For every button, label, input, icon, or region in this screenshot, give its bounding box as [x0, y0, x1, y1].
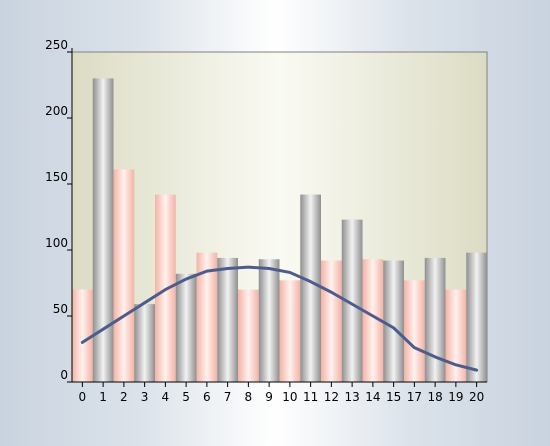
bar-2: [113, 169, 135, 382]
x-tick-label-19: 19: [448, 390, 463, 404]
trend-line: [80, 265, 479, 372]
bar-13: [341, 219, 363, 382]
x-tick-label-11: 11: [303, 390, 318, 404]
x-tick-label-14: 14: [365, 390, 380, 404]
x-tick-label-0: 0: [79, 390, 87, 404]
trend-point-11: [309, 280, 312, 283]
y-tick-label-100: 100: [45, 236, 68, 250]
trend-point-7: [226, 267, 229, 270]
bar-14: [362, 259, 384, 382]
trend-point-0: [81, 341, 84, 344]
trend-point-20: [475, 368, 478, 372]
x-tick-label-9: 9: [265, 390, 273, 404]
bar-11: [300, 194, 321, 382]
trend-point-9: [267, 267, 271, 270]
bar-9: [258, 259, 280, 382]
trend-point-10: [288, 271, 292, 274]
bar-8: [238, 289, 259, 382]
bar-18: [424, 257, 446, 382]
x-tick-label-4: 4: [162, 390, 170, 404]
trend-point-12: [330, 291, 333, 294]
bar-1: [92, 78, 114, 383]
trend-point-18: [433, 355, 437, 359]
bar-6: [196, 252, 218, 382]
bar-15: [383, 260, 404, 382]
trend-point-5: [184, 277, 188, 281]
trend-point-15: [392, 326, 395, 330]
y-tick-label-50: 50: [53, 302, 68, 316]
bar-3: [134, 304, 155, 382]
x-tick-label-5: 5: [182, 390, 190, 404]
trend-point-17: [413, 346, 416, 349]
trend-point-2: [122, 314, 126, 318]
x-tick-label-3: 3: [141, 390, 149, 404]
x-tick-label-1: 1: [99, 390, 107, 404]
bar-5: [175, 273, 197, 382]
y-tick-label-200: 200: [45, 104, 68, 118]
bar-10: [279, 280, 301, 382]
trend-point-4: [164, 288, 167, 291]
trend-point-3: [143, 301, 146, 304]
x-tick-label-17: 17: [407, 390, 422, 404]
bar-17: [404, 280, 425, 382]
bar-20: [466, 252, 487, 382]
bar-12: [321, 260, 342, 382]
line-series: [80, 265, 479, 372]
x-tick-label-20: 20: [469, 390, 484, 404]
trend-point-1: [101, 328, 105, 331]
trend-point-6: [205, 269, 209, 273]
trend-point-13: [350, 302, 354, 306]
y-tick-label-150: 150: [45, 170, 68, 184]
trend-point-14: [371, 314, 375, 318]
bar-0: [72, 289, 93, 382]
x-tick-label-8: 8: [245, 390, 253, 404]
trend-point-8: [247, 265, 250, 269]
y-tick-label-250: 250: [45, 38, 68, 52]
bar-7: [217, 257, 238, 382]
x-tick-label-15: 15: [386, 390, 401, 404]
x-tick-label-10: 10: [282, 390, 297, 404]
x-tick-label-2: 2: [120, 390, 128, 404]
x-tick-label-6: 6: [203, 390, 211, 404]
x-tick-label-13: 13: [344, 390, 359, 404]
x-tick-label-18: 18: [427, 390, 442, 404]
bar-19: [445, 289, 467, 382]
x-tick-label-7: 7: [224, 390, 232, 404]
y-tick-label-0: 0: [60, 368, 68, 382]
x-tick-label-12: 12: [324, 390, 339, 404]
trend-point-19: [454, 363, 458, 367]
